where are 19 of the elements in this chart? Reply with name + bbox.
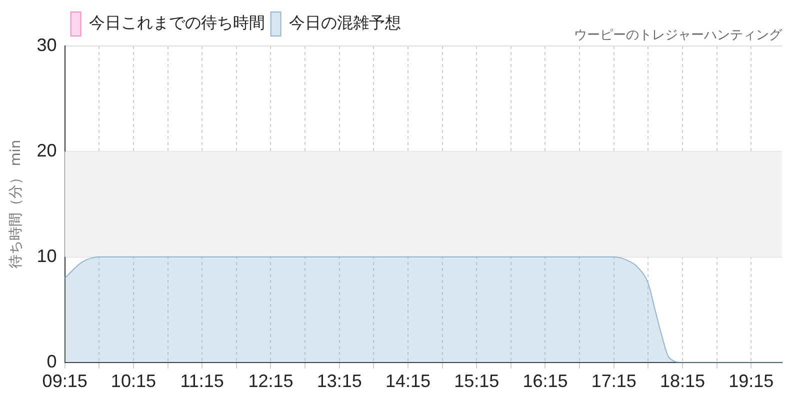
x-tick-label: 13:15 [316,371,362,392]
y-axis-title: 待ち時間（分） min [8,140,24,269]
y-tick-label: 20 [36,140,57,160]
x-tick-label: 10:15 [110,371,156,392]
x-tick-label: 09:15 [42,371,88,392]
x-tick-label: 16:15 [522,371,568,392]
x-tick-label: 14:15 [385,371,430,392]
chart-subtitle: ウーピーのトレジャーハンティング [574,28,783,43]
x-tick-label: 18:15 [660,371,706,392]
x-tick-label: 17:15 [591,371,636,392]
y-tick-label: 30 [36,34,57,55]
y-tick-label: 0 [46,351,57,372]
x-tick-label: 12:15 [248,371,294,392]
legend-label: 今日の混雑予想 [288,13,401,32]
x-tick-label: 19:15 [728,371,774,392]
legend-label: 今日これまでの待ち時間 [88,13,265,32]
y-tick-label: 10 [36,246,57,266]
x-tick-label: 15:15 [454,371,500,392]
x-tick-label: 11:15 [180,371,224,392]
